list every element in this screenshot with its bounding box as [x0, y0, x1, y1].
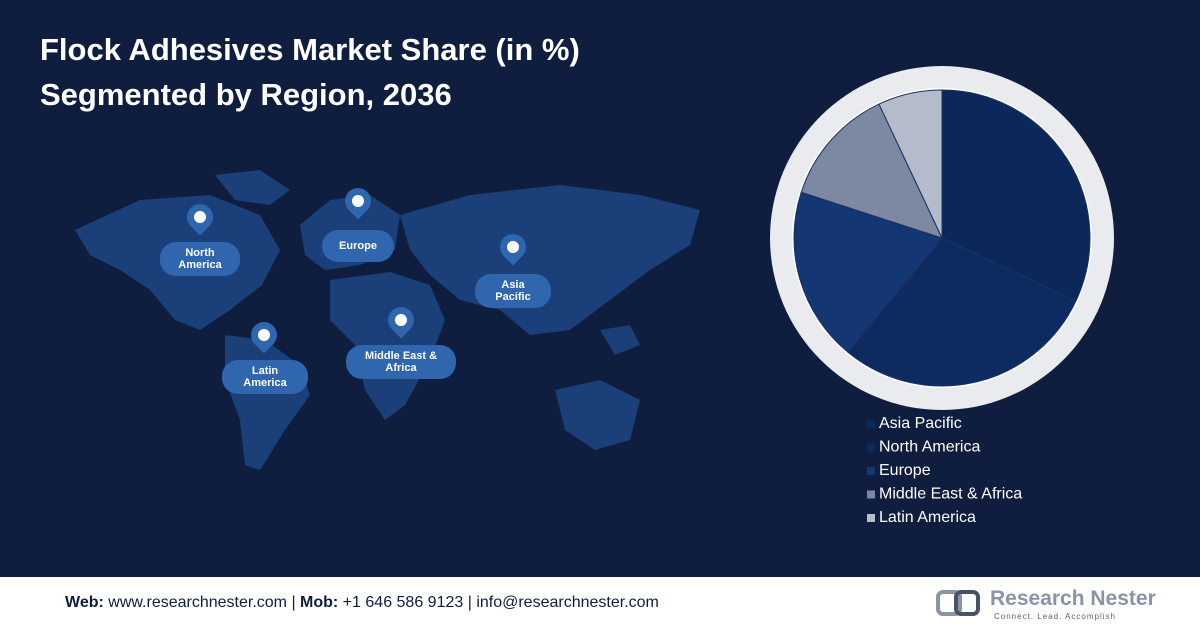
map-label: Europe — [322, 230, 394, 262]
legend-marker — [867, 490, 875, 499]
legend-item: Asia Pacific — [879, 415, 962, 432]
legend-marker — [867, 443, 875, 452]
chart-subtitle: Segmented by Region, 2036 — [40, 77, 452, 112]
contact-info: Web: www.researchnester.com | Mob: +1 64… — [65, 594, 659, 611]
pie-slice — [800, 103, 943, 239]
map-label: Asia Pacific — [475, 274, 551, 308]
map-label: North America — [160, 242, 240, 276]
pie-slice — [941, 89, 1091, 302]
legend-marker — [867, 420, 875, 428]
map-label: Latin America — [222, 360, 308, 394]
email: info@researchnester.com — [476, 594, 659, 611]
map-label: Middle East & Africa — [346, 345, 456, 379]
legend-marker — [867, 467, 875, 475]
legend-item: Middle East & Africa — [879, 486, 1022, 503]
legend-marker — [867, 514, 875, 522]
logo: Research Nester Connect. Lead. Accomplis… — [936, 587, 1156, 621]
chart-title: Flock Adhesives Market Share (in %) — [40, 32, 580, 67]
pie-slice — [878, 89, 943, 239]
web-label: Web: — [65, 594, 104, 611]
legend-item: North America — [879, 439, 980, 456]
legend-item: Europe — [879, 462, 931, 479]
footer: Web: www.researchnester.com | Mob: +1 64… — [0, 577, 1200, 628]
pie-slice — [793, 191, 943, 353]
mob-label: Mob: — [300, 594, 339, 611]
tagline: Connect. Lead. Accomplish — [994, 612, 1116, 621]
mob: +1 646 586 9123 — [342, 594, 464, 611]
logo-icon — [936, 590, 962, 616]
web: www.researchnester.com — [108, 594, 287, 611]
legend-item: Latin America — [879, 509, 976, 526]
brand: Research Nester — [990, 587, 1156, 610]
logo-icon — [954, 590, 980, 616]
pie-slice — [846, 237, 1077, 387]
